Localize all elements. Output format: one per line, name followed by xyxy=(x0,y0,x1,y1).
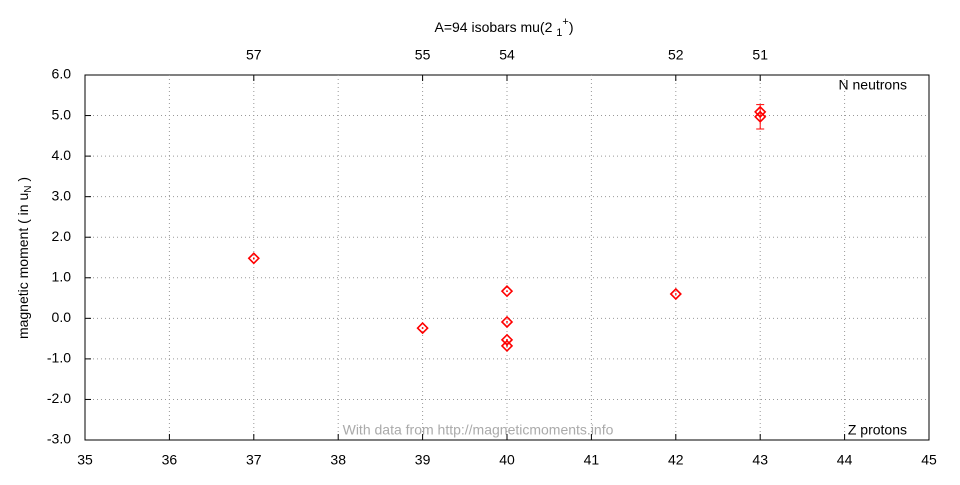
y-tick-label: 4.0 xyxy=(52,147,72,163)
y-tick-label: -3.0 xyxy=(47,431,71,447)
y-tick-label: 5.0 xyxy=(52,106,72,122)
data-point xyxy=(247,252,260,265)
x-tick-label: 45 xyxy=(921,452,937,468)
x-tick-label: 43 xyxy=(752,452,768,468)
annotation: Z protons xyxy=(848,422,907,438)
x-tick-label: 41 xyxy=(584,452,600,468)
title-text: A=94 isobars mu(2 xyxy=(434,19,556,35)
annotation: N neutrons xyxy=(839,77,907,93)
x-tick-label: 40 xyxy=(499,452,515,468)
plot-frame xyxy=(84,74,930,441)
top-tick-label: 52 xyxy=(668,47,684,63)
x-tick-label: 36 xyxy=(162,452,178,468)
x-tick-label: 37 xyxy=(246,452,262,468)
title-end: ) xyxy=(569,19,574,35)
x-tick-label: 44 xyxy=(837,452,853,468)
y-label-end: ) xyxy=(15,177,31,186)
x-tick-label: 35 xyxy=(77,452,93,468)
y-tick-label: 3.0 xyxy=(52,187,72,203)
data-point xyxy=(500,285,514,298)
y-tick-label: 6.0 xyxy=(52,66,72,82)
data-point xyxy=(754,110,767,123)
x-tick-label: 42 xyxy=(668,452,684,468)
data-point xyxy=(416,321,429,335)
y-label-text: magnetic moment ( in u xyxy=(15,193,31,339)
y-tick-label: 2.0 xyxy=(52,228,72,244)
y-label-sub: N xyxy=(23,186,34,193)
y-tick-label: 0.0 xyxy=(52,309,72,325)
y-axis-label: magnetic moment ( in uN ) xyxy=(15,177,34,339)
y-tick-label: -2.0 xyxy=(47,390,71,406)
top-tick-label: 55 xyxy=(415,47,431,63)
top-tick-label: 51 xyxy=(752,47,768,63)
top-tick-label: 54 xyxy=(499,47,515,63)
top-tick-label: 57 xyxy=(246,47,262,63)
x-tick-label: 38 xyxy=(330,452,346,468)
watermark: With data from http://magneticmoments.in… xyxy=(343,422,614,438)
y-tick-label: 1.0 xyxy=(52,268,72,284)
x-tick-label: 39 xyxy=(415,452,431,468)
data-point xyxy=(669,287,682,301)
title-sub: 1 xyxy=(556,27,562,39)
chart-title: A=94 isobars mu(2 1+) xyxy=(434,16,573,39)
y-tick-label: -1.0 xyxy=(47,350,71,366)
data-point xyxy=(500,339,514,353)
data-point xyxy=(500,315,514,329)
title-sup: + xyxy=(562,16,568,28)
